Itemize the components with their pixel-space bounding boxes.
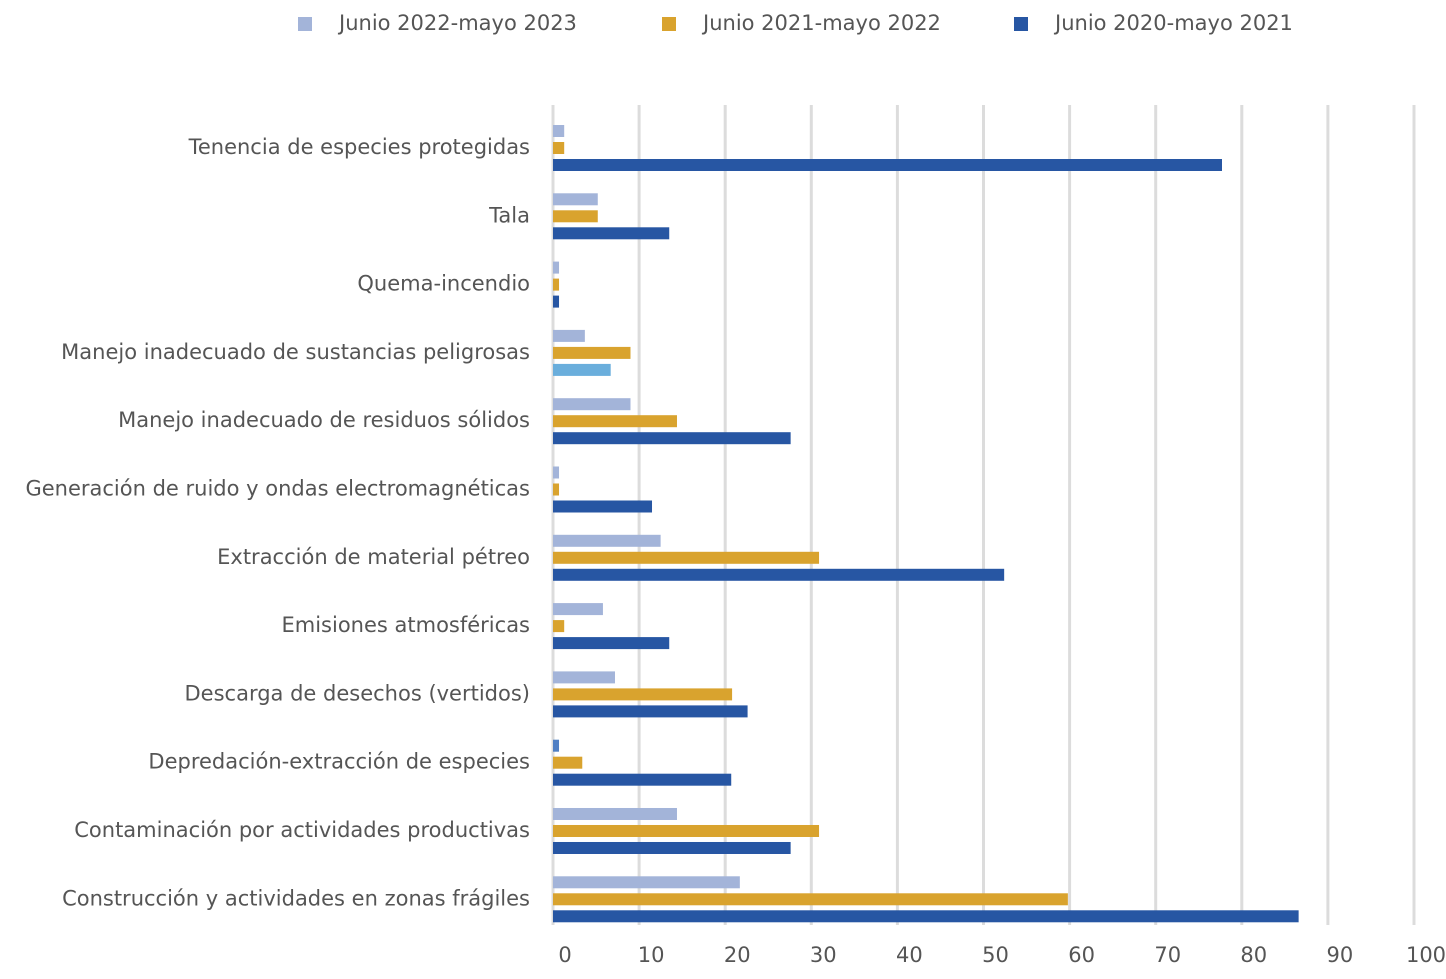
- bar: [553, 295, 560, 308]
- bar: [553, 466, 560, 479]
- bar: [553, 193, 598, 206]
- y-tick-label: Depredación-extracción de especies: [148, 750, 530, 774]
- x-tick-label: 30: [810, 943, 837, 967]
- bar: [553, 637, 670, 650]
- y-tick-label: Descarga de desechos (vertidos): [185, 681, 531, 705]
- x-tick-label: 10: [638, 943, 665, 967]
- x-tick-label: 80: [1240, 943, 1267, 967]
- bar: [553, 824, 820, 837]
- bar: [553, 910, 1299, 923]
- bar: [553, 568, 1005, 581]
- y-tick-label: Tenencia de especies protegidas: [188, 135, 530, 159]
- bar: [553, 705, 748, 718]
- bar: [553, 688, 733, 701]
- bar: [553, 500, 653, 513]
- y-tick-label: Manejo inadecuado de residuos sólidos: [118, 408, 530, 432]
- y-tick-label: Construcción y actividades en zonas frág…: [62, 886, 530, 910]
- y-tick-label: Extracción de material pétreo: [217, 545, 530, 569]
- bar: [553, 534, 661, 547]
- bar: [553, 432, 791, 445]
- x-tick-label: 70: [1154, 943, 1181, 967]
- bar: [553, 620, 565, 633]
- x-tick-label: 100: [1406, 943, 1446, 967]
- bar: [553, 210, 598, 223]
- bar: [553, 125, 565, 137]
- legend-label: Junio 2021-mayo 2022: [701, 11, 941, 35]
- legend-swatch: [662, 17, 676, 31]
- y-tick-label: Contaminación por actividades productiva…: [74, 818, 530, 842]
- bar: [553, 159, 1222, 171]
- legend-swatch: [298, 17, 312, 31]
- x-tick-label: 40: [896, 943, 923, 967]
- bar: [553, 893, 1068, 906]
- bar: [553, 773, 732, 786]
- bar: [553, 603, 603, 616]
- x-tick-label: 0: [558, 943, 571, 967]
- bar: [553, 346, 631, 359]
- x-tick-label: 60: [1068, 943, 1095, 967]
- y-tick-label: Tala: [488, 203, 530, 227]
- bar: [553, 329, 585, 342]
- bar: [553, 551, 820, 564]
- bar: [553, 483, 560, 496]
- legend-label: Junio 2020-mayo 2021: [1053, 11, 1293, 35]
- bar: [553, 756, 583, 769]
- bar: [553, 807, 677, 820]
- y-tick-label: Emisiones atmosféricas: [281, 613, 530, 637]
- legend-swatch: [1014, 17, 1028, 31]
- bar: [553, 876, 740, 889]
- y-tick-label: Quema-incendio: [357, 272, 530, 296]
- bar: [553, 739, 560, 752]
- x-tick-label: 50: [982, 943, 1009, 967]
- bar: [553, 227, 670, 240]
- bar: [553, 398, 631, 411]
- x-tick-label: 20: [724, 943, 751, 967]
- bar: [553, 671, 615, 684]
- x-tick-label: 90: [1327, 943, 1354, 967]
- bar: [553, 278, 560, 291]
- bar: [553, 261, 560, 274]
- bar: [553, 841, 791, 854]
- y-tick-label: Manejo inadecuado de sustancias peligros…: [61, 340, 530, 364]
- y-tick-label: Generación de ruido y ondas electromagné…: [25, 476, 530, 500]
- bar: [553, 363, 611, 376]
- bar: [553, 415, 677, 428]
- legend-label: Junio 2022-mayo 2023: [337, 11, 577, 35]
- bar: [553, 142, 565, 154]
